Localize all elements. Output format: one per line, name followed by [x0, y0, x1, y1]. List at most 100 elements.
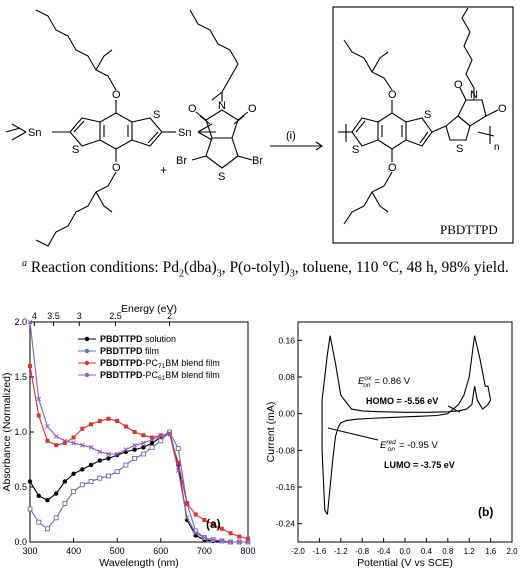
marker-solution	[80, 467, 85, 472]
marker-pc71	[158, 433, 163, 438]
marker-solution	[36, 493, 41, 498]
bdt-distannane-structure	[5, 9, 216, 247]
x-tick-label-a: 400	[66, 546, 81, 556]
s-label-prod-tpd: S	[456, 143, 463, 155]
caption-text-4: , toluene, 110 °C, 48 h, 98% yield.	[294, 259, 509, 277]
legend-marker-pc71	[84, 360, 90, 366]
cyclic-voltammetry-chart: -2.0 -1.6 -1.2 -0.8 -0.4 0.0 0.4 0.8 1.2 1.6 2.0 -0…	[265, 321, 518, 569]
x-axis-label-a: Wavelength (nm)	[99, 557, 179, 569]
marker-film	[106, 473, 111, 479]
marker-film	[53, 515, 59, 521]
x-tick-label-b: -2.0	[291, 547, 305, 556]
marker-pc61	[62, 438, 68, 444]
marker-solution	[149, 440, 155, 446]
y-tick-label-a: 0.5	[14, 482, 27, 492]
homo-arrow	[447, 405, 461, 413]
legend-entry-pc71: PBDTTPD-PC71BM blend film	[100, 358, 220, 370]
panel-label-b: (b)	[478, 505, 493, 519]
marker-pc61	[132, 442, 137, 448]
legend-entry-film: PBDTTPD film	[100, 346, 159, 356]
n-label-prod: N	[470, 89, 478, 101]
marker-pc61	[149, 437, 155, 443]
marker-pc61	[167, 430, 172, 436]
marker-pc61	[184, 515, 190, 521]
marker-film	[44, 526, 50, 532]
sn-label-left: Sn	[28, 127, 41, 139]
legend-marker-film	[84, 348, 90, 354]
marker-pc71	[54, 443, 59, 448]
cv-curve	[321, 335, 492, 515]
marker-pc61	[97, 449, 103, 455]
marker-pc71	[184, 501, 189, 506]
x-tick-label-a: 700	[197, 546, 212, 556]
s-label-prod-left: S	[352, 144, 359, 156]
homo-annotation: HOMO = -5.56 eV	[366, 396, 438, 406]
marker-film	[114, 469, 120, 475]
series-line-pc71	[29, 365, 249, 540]
s-label-tpd: S	[218, 171, 225, 183]
marker-pc71	[246, 536, 250, 541]
marker-film	[36, 519, 42, 525]
y-tick-label-a: 1.0	[14, 427, 27, 437]
marker-pc61	[36, 396, 42, 402]
x-tick-label-b: 0.8	[442, 547, 454, 556]
marker-film	[71, 488, 77, 494]
marker-pc71	[62, 441, 67, 445]
marker-pc61	[193, 530, 199, 536]
marker-pc71	[150, 435, 155, 440]
marker-solution	[88, 462, 94, 468]
marker-film	[158, 438, 164, 444]
marker-pc71	[211, 522, 216, 527]
x-tick-label-b: -0.4	[377, 547, 391, 556]
marker-film	[123, 462, 129, 468]
condition-label: (i)	[286, 130, 296, 142]
marker-pc61	[123, 447, 129, 452]
marker-pc71	[28, 364, 32, 368]
y-tick-label-b: 0.00	[278, 409, 295, 419]
marker-pc71	[141, 433, 146, 438]
marker-pc61	[228, 539, 233, 545]
marker-film	[132, 455, 138, 461]
lumo-arrow	[327, 427, 379, 441]
caption-text-2: (dba)	[183, 259, 217, 277]
marker-pc61	[175, 468, 181, 473]
marker-pc61	[210, 537, 216, 543]
o-label-prod-top: O	[388, 89, 397, 101]
o-label-bottom: O	[112, 162, 121, 174]
o-label-tpd-left: O	[188, 103, 197, 115]
marker-pc61	[245, 539, 251, 545]
reaction-caption: a Reaction conditions: Pd2(dba)3, P(o-to…	[22, 253, 512, 284]
y-tick-label-a: 2.0	[14, 317, 27, 327]
o-label-top: O	[112, 89, 121, 101]
legend-marker-solution	[84, 336, 90, 342]
s-label-right: S	[153, 109, 160, 121]
sn-label-right: Sn	[178, 127, 191, 139]
marker-pc61	[114, 451, 120, 457]
marker-solution	[97, 458, 102, 463]
marker-pc61	[79, 442, 85, 448]
x-tick-label-b: 0.4	[421, 547, 433, 556]
marker-pc71	[97, 419, 102, 423]
o-label-prod-bottom: O	[388, 162, 397, 174]
br-label-left: Br	[176, 155, 187, 167]
marker-pc61	[219, 538, 225, 544]
top-tick-label-a: 3.5	[47, 311, 60, 321]
n-subscript: n	[494, 142, 500, 153]
br-label-right: Br	[252, 155, 263, 167]
ered-annotation: Ered on = -0.95 V	[380, 439, 438, 453]
absorbance-chart: 300 400 500 600 700 800 0.0 0.5 1.0 1.5 2.0 4 3.5 3 2.…	[1, 303, 256, 569]
s-label-prod-right: S	[424, 109, 431, 121]
marker-pc71	[36, 413, 41, 418]
y-tick-label-b: 0.08	[278, 372, 295, 382]
caption-text-3: , P(o-tolyl)	[221, 259, 290, 277]
marker-pc71	[176, 460, 181, 465]
marker-solution	[53, 491, 59, 496]
x-tick-label-a: 500	[110, 546, 125, 556]
marker-pc61	[236, 539, 242, 545]
marker-pc61	[141, 440, 146, 446]
eox-annotation: Eox on = 0.86 V	[358, 375, 411, 389]
marker-film	[88, 479, 94, 484]
marker-film	[97, 475, 103, 481]
caption-marker: a	[22, 258, 27, 269]
pbdttpd-structure	[338, 7, 499, 225]
